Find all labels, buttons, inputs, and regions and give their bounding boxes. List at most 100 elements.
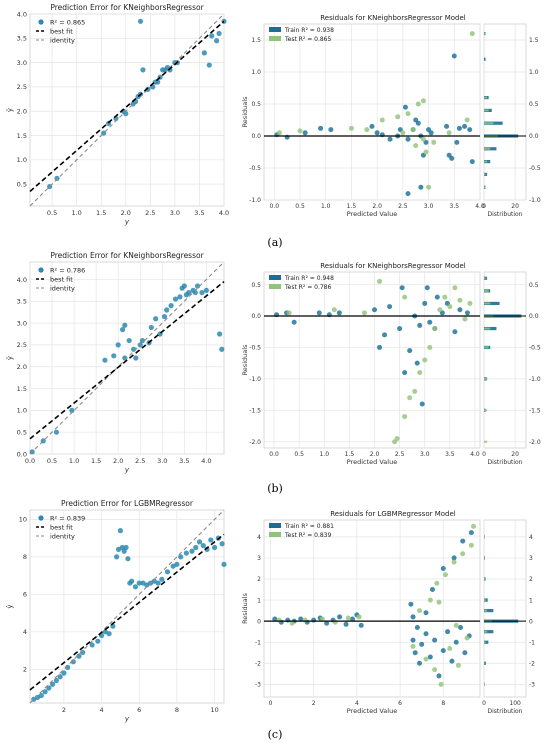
train-point [382, 332, 388, 338]
data-point [117, 528, 124, 534]
data-point [123, 544, 129, 551]
data-point [53, 677, 59, 684]
test-distribution-bar [484, 409, 488, 412]
legend-label-best-fit: best fit [50, 275, 73, 283]
test-point [451, 559, 457, 565]
test-point [276, 617, 282, 623]
test-point [464, 117, 470, 123]
test-point [345, 615, 351, 621]
y-tick-label: -2.0 [249, 439, 261, 446]
test-point [438, 681, 444, 687]
test-point [420, 98, 426, 104]
train-point [460, 538, 466, 544]
x-axis-label: y [124, 466, 130, 474]
y-tick-label: 2.0 [17, 108, 27, 116]
data-point [102, 357, 108, 363]
dist-y-tick-label: 0.0 [529, 133, 539, 140]
train-point [445, 629, 451, 635]
data-point [164, 569, 171, 575]
test-point [471, 523, 477, 529]
data-point [189, 548, 195, 554]
x-tick-label: 0.0 [270, 203, 280, 210]
train-point [410, 614, 416, 620]
data-point [61, 670, 67, 676]
x-tick-label: 2.0 [370, 451, 380, 458]
train-point [457, 307, 463, 313]
data-point [211, 544, 218, 551]
dist-x-tick-label: 20 [511, 451, 519, 458]
train-distribution-bar [484, 661, 486, 665]
y-tick-label: -3 [255, 682, 261, 689]
train-point [428, 130, 434, 136]
test-point [427, 597, 433, 603]
test-point [469, 31, 475, 37]
x-tick-label: 4 [100, 706, 104, 714]
test-distribution-bar [484, 641, 486, 644]
legend-label-best-fit: best fit [50, 27, 73, 35]
train-point [451, 555, 457, 561]
data-point [167, 67, 173, 73]
x-tick-label: 2.0 [121, 209, 131, 217]
train-distribution-bar [484, 598, 488, 602]
data-point [148, 324, 154, 331]
data-point [54, 175, 60, 181]
train-point [407, 348, 413, 354]
test-point [379, 117, 385, 123]
residuals-chart-1: 0.0 0.5 1.0 1.5 2.0 2.5 3.0 3.5 4.0 -1.0 -1.0 -0.5 -… [241, 14, 541, 218]
train-point [451, 53, 457, 59]
legend-label-test: Test R² = 0.865 [284, 36, 331, 43]
data-point [181, 283, 187, 289]
x-tick-label: 0.0 [269, 451, 279, 458]
data-point [46, 685, 52, 691]
y-tick-label: 1.5 [17, 385, 27, 393]
x-tick-label: 4.0 [201, 457, 211, 465]
data-point [114, 554, 120, 560]
legend-label-r2: R² = 0.865 [50, 18, 85, 26]
y-tick-label: -0.5 [249, 345, 261, 352]
test-point [442, 294, 448, 300]
legend-swatch-train [269, 27, 281, 32]
x-tick-label: 3.0 [420, 451, 430, 458]
data-point [137, 18, 144, 24]
train-point [302, 130, 308, 136]
train-point [343, 621, 349, 627]
test-point [302, 617, 308, 623]
y-axis-label: Residuals [241, 344, 249, 375]
test-distribution-bar [484, 440, 488, 443]
train-point [434, 294, 440, 300]
residuals-chart-3: 0.0 0.5 1.0 1.5 2.0 2.5 3.0 3.5 4.0 -2.0 -2.0 -1.5 -… [241, 262, 541, 466]
data-point [177, 294, 183, 300]
test-point [410, 643, 416, 649]
y-tick-label: 2 [23, 666, 27, 674]
train-point [469, 159, 475, 165]
train-point [414, 624, 420, 630]
x-tick-label: 2 [62, 706, 66, 714]
test-point [402, 294, 408, 300]
caption-c: (c) [268, 728, 283, 741]
y-tick-label: 4 [23, 628, 27, 636]
dist-y-tick-label: -0.5 [529, 165, 541, 172]
train-point [387, 136, 393, 142]
x-tick-label: 3.5 [194, 209, 204, 217]
y-tick-label: 3.0 [17, 319, 27, 327]
dist-y-tick-label: 4 [529, 534, 533, 541]
test-distribution-bar [484, 289, 489, 292]
test-point [422, 357, 428, 363]
x-tick-label: 8 [441, 700, 445, 707]
data-point [206, 62, 212, 68]
y-axis-label: ŷ [6, 108, 14, 112]
train-point [358, 622, 364, 628]
train-point [419, 641, 425, 647]
data-point [140, 67, 146, 73]
x-tick-label: 3.5 [179, 457, 189, 465]
chart-title: Prediction Error for LGBMRegressor [61, 499, 194, 508]
train-point [387, 304, 393, 310]
train-point [414, 360, 420, 366]
test-point [462, 316, 468, 322]
dist-x-tick-label: 20 [511, 203, 519, 210]
data-point [216, 30, 222, 37]
x-tick-label: 10 [210, 706, 218, 714]
train-point [324, 620, 330, 626]
train-point [444, 123, 450, 129]
